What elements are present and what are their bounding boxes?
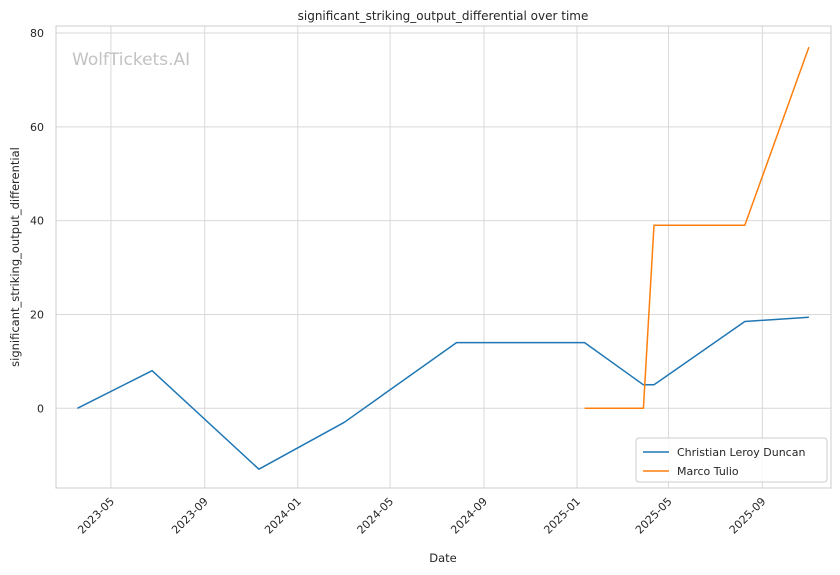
plot-frame [55,25,832,489]
x-tick-label: 2025-05 [633,495,675,537]
series-line-marco-tulio [584,46,810,410]
y-tick-label: 40 [30,215,44,228]
legend-label-marco-tulio: Marco Tulio [677,465,739,478]
legend: Christian Leroy Duncan Marco Tulio [635,437,828,483]
y-axis-label: significant_striking_output_differential [8,147,22,367]
grid [56,26,831,488]
y-tick-label: 60 [30,121,44,134]
x-tick-label: 2024-05 [355,495,397,537]
watermark: WolfTickets.AI [72,50,190,70]
series-line-christian-leroy-duncan [77,316,809,470]
x-axis-label: Date [429,551,457,565]
x-axis-ticks: 2023-05 2023-09 2024-01 2024-05 2024-09 2025-… [75,495,768,537]
x-tick-label: 2023-09 [169,495,211,537]
chart-title: significant_striking_output_differential… [298,9,589,23]
x-tick-label: 2025-09 [727,495,769,537]
y-tick-label: 80 [30,27,44,40]
legend-box [635,437,828,483]
y-axis-ticks: 0 20 40 60 80 [30,27,44,415]
series-lines [77,46,810,470]
x-tick-label: 2024-01 [262,495,304,537]
x-tick-label: 2024-09 [448,495,490,537]
y-tick-label: 0 [37,402,44,415]
x-tick-label: 2025-01 [541,495,583,537]
x-tick-label: 2023-05 [75,495,117,537]
legend-label-christian-leroy-duncan: Christian Leroy Duncan [677,446,805,459]
y-tick-label: 20 [30,308,44,321]
